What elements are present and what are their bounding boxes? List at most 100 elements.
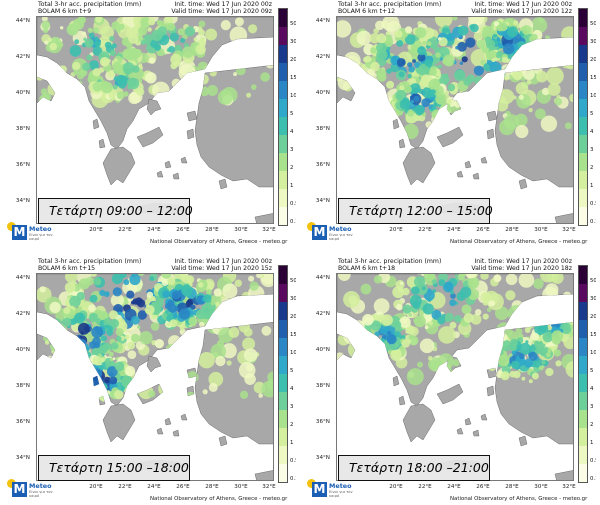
rain-cell: [88, 312, 99, 323]
rain-cell: [106, 58, 111, 64]
rain-cell: [250, 53, 263, 67]
rain-cell: [68, 344, 82, 358]
rain-cell: [133, 81, 137, 85]
colorbar-label: 1: [290, 183, 294, 189]
longitude-label: 22°E: [118, 227, 132, 233]
rain-cell: [561, 309, 568, 317]
colorbar-label: 0.1: [290, 476, 296, 482]
colorbar-segment: [579, 45, 587, 63]
rain-cell: [75, 382, 82, 389]
rain-cell: [515, 124, 529, 139]
rain-cell: [208, 382, 218, 392]
rain-cell: [555, 315, 564, 325]
rain-cell: [101, 81, 113, 94]
rain-cell: [344, 104, 357, 117]
rain-cell: [455, 46, 459, 50]
rain-cell: [73, 381, 80, 389]
rain-cell: [215, 302, 220, 307]
latitude-label: 36°N: [15, 162, 30, 168]
rain-cell: [217, 89, 233, 105]
rain-cell: [93, 388, 101, 396]
rain-cell: [37, 71, 45, 81]
rain-cell: [166, 322, 171, 327]
rain-cell: [399, 85, 405, 91]
rain-cell: [422, 41, 427, 45]
rain-cell: [72, 369, 81, 379]
colorbar-label: 1: [290, 440, 294, 446]
rain-cell: [361, 343, 367, 350]
rain-cell: [527, 315, 536, 323]
rain-cell: [81, 359, 88, 367]
colorbar-segment: [279, 189, 287, 207]
rain-cell: [434, 46, 441, 54]
panel-times: Init. time: Wed 17 Jun 2020 00z Valid ti…: [171, 1, 272, 16]
rain-cell: [477, 82, 489, 94]
rain-cell: [127, 85, 132, 90]
longitude-label: 20°E: [89, 484, 103, 490]
rain-cell: [140, 40, 146, 45]
rain-cell: [88, 387, 97, 396]
rain-cell: [171, 78, 181, 88]
colorbar-label: 3: [290, 404, 294, 410]
rain-cell: [447, 83, 456, 92]
rain-cell: [437, 37, 442, 41]
rain-cell: [84, 38, 94, 48]
rain-cell: [88, 32, 95, 39]
latitude-label: 38°N: [315, 383, 330, 389]
rain-cell: [188, 316, 198, 326]
rain-cell: [528, 351, 538, 361]
rain-cell: [369, 339, 380, 350]
rain-cell: [91, 326, 104, 339]
rain-cell: [503, 114, 520, 130]
rain-cell: [386, 334, 397, 345]
rain-cell: [166, 18, 172, 24]
rain-cell: [382, 368, 389, 375]
rain-cell: [539, 312, 544, 318]
rain-cell: [435, 52, 441, 58]
rain-cell: [435, 93, 447, 105]
rain-cell: [541, 307, 548, 313]
rain-cell: [553, 349, 562, 357]
rain-cell: [160, 363, 172, 376]
sun-icon: [7, 479, 16, 488]
latitude-label: 36°N: [315, 419, 330, 425]
rain-cell: [94, 40, 101, 47]
longitude-label: 30°E: [234, 484, 248, 490]
rain-cell: [460, 286, 472, 298]
longitude-label: 32°E: [562, 484, 576, 490]
rain-cell: [202, 313, 207, 318]
longitude-label: 32°E: [562, 227, 576, 233]
rain-cell: [480, 59, 486, 66]
rain-cell: [522, 51, 540, 68]
rain-cell: [132, 48, 142, 58]
rain-cell: [533, 278, 544, 290]
rain-cell: [206, 288, 212, 295]
rain-cell: [482, 313, 489, 320]
panel-title: Total 3-hr acc. precipitation (mm) BOLAM…: [38, 1, 142, 16]
colorbar-segment: [279, 266, 287, 284]
rain-cell: [518, 54, 528, 63]
time-range-label: Τετάρτη 09:00 – 12:00: [38, 198, 193, 224]
precipitation-map: [336, 273, 574, 481]
rain-cell: [490, 85, 501, 97]
colorbar-label: 10: [290, 350, 296, 356]
rain-cell: [469, 24, 475, 30]
rain-cell: [480, 291, 491, 303]
rain-cell: [518, 51, 531, 64]
rain-cell: [523, 45, 528, 50]
rain-cell: [542, 331, 554, 343]
colorbar-segment: [579, 99, 587, 117]
colorbar-label: 10: [290, 93, 296, 99]
rain-cell: [507, 26, 519, 38]
colorbar-label: 15: [290, 332, 296, 338]
rain-cell: [412, 59, 416, 63]
rain-cell: [461, 105, 473, 117]
rain-cell: [72, 18, 85, 30]
rain-cell: [376, 345, 386, 355]
land-shape: [186, 128, 195, 140]
rain-cell: [402, 304, 412, 314]
rain-cell: [353, 320, 365, 332]
rain-cell: [503, 75, 509, 81]
rain-cell: [518, 94, 524, 100]
rain-cell: [209, 69, 217, 77]
